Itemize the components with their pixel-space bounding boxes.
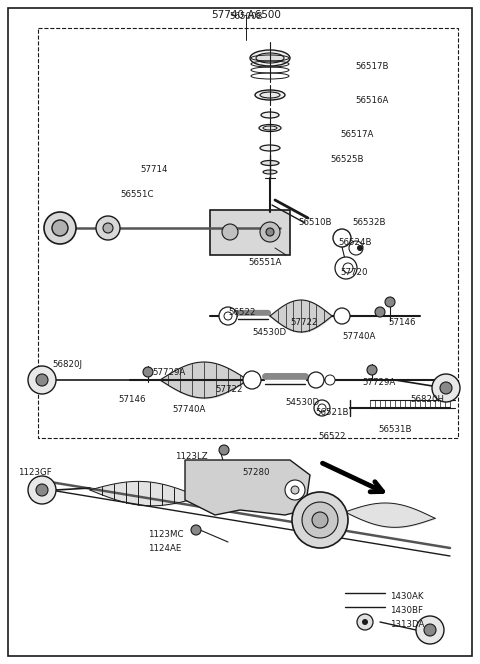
Circle shape <box>302 502 338 538</box>
Ellipse shape <box>263 126 277 130</box>
Bar <box>210 210 290 255</box>
Text: 57722: 57722 <box>290 318 317 327</box>
Ellipse shape <box>256 53 284 63</box>
Ellipse shape <box>255 90 285 100</box>
Ellipse shape <box>263 170 277 174</box>
Circle shape <box>333 229 351 247</box>
Text: 56551C: 56551C <box>120 190 154 199</box>
Circle shape <box>36 374 48 386</box>
Text: 1123LZ: 1123LZ <box>175 452 208 461</box>
Ellipse shape <box>250 50 290 66</box>
Text: 56510B: 56510B <box>298 218 332 227</box>
Text: 56521B: 56521B <box>315 408 348 417</box>
Text: 56820H: 56820H <box>410 395 444 404</box>
Circle shape <box>334 308 350 324</box>
Ellipse shape <box>260 92 280 98</box>
Ellipse shape <box>261 161 279 165</box>
Text: 54530D: 54530D <box>285 398 319 407</box>
Circle shape <box>222 224 238 240</box>
Text: 56500B: 56500B <box>229 12 263 21</box>
Circle shape <box>266 228 274 236</box>
Text: 57740A: 57740A <box>172 405 205 414</box>
Text: 56525B: 56525B <box>330 155 363 164</box>
Ellipse shape <box>259 125 281 131</box>
Text: 56551A: 56551A <box>248 258 281 267</box>
Circle shape <box>335 257 357 279</box>
Text: 57729A: 57729A <box>152 368 185 377</box>
Polygon shape <box>185 460 310 515</box>
Circle shape <box>375 307 385 317</box>
Circle shape <box>385 297 395 307</box>
Circle shape <box>314 400 330 416</box>
Text: 57740-A6500: 57740-A6500 <box>211 10 281 20</box>
Circle shape <box>318 404 326 412</box>
Text: 1123MC: 1123MC <box>148 530 183 539</box>
Text: 57720: 57720 <box>340 268 368 277</box>
Bar <box>205 465 265 477</box>
Text: 56524B: 56524B <box>338 238 372 247</box>
Circle shape <box>96 216 120 240</box>
Circle shape <box>416 616 444 644</box>
Text: 56820J: 56820J <box>52 360 82 369</box>
Circle shape <box>367 365 377 375</box>
Text: 56531B: 56531B <box>378 425 411 434</box>
Circle shape <box>143 367 153 377</box>
Circle shape <box>28 476 56 504</box>
Text: 56532B: 56532B <box>352 218 385 227</box>
Text: 56522: 56522 <box>318 432 346 441</box>
Circle shape <box>432 374 460 402</box>
Text: 1430AK: 1430AK <box>390 592 423 601</box>
Circle shape <box>357 614 373 630</box>
Text: 57280: 57280 <box>242 468 269 477</box>
Circle shape <box>325 375 335 385</box>
Text: 1123GF: 1123GF <box>18 468 52 477</box>
Circle shape <box>28 366 56 394</box>
Circle shape <box>36 484 48 496</box>
Circle shape <box>357 245 363 251</box>
Circle shape <box>224 312 232 320</box>
Text: 57714: 57714 <box>140 165 168 174</box>
Circle shape <box>260 222 280 242</box>
Circle shape <box>44 212 76 244</box>
Circle shape <box>291 486 299 494</box>
Circle shape <box>343 263 353 273</box>
Text: 54530D: 54530D <box>252 328 286 337</box>
Text: 57729A: 57729A <box>362 378 395 387</box>
Text: 1313DA: 1313DA <box>390 620 424 629</box>
Circle shape <box>52 220 68 236</box>
Text: 57146: 57146 <box>118 395 145 404</box>
Text: 56517A: 56517A <box>340 130 373 139</box>
Circle shape <box>312 512 328 528</box>
Text: 57146: 57146 <box>388 318 416 327</box>
Text: 1430BF: 1430BF <box>390 606 423 615</box>
Text: 56516A: 56516A <box>355 96 388 105</box>
Circle shape <box>191 525 201 535</box>
Circle shape <box>440 382 452 394</box>
Text: 56522: 56522 <box>228 308 255 317</box>
Circle shape <box>285 480 305 500</box>
Circle shape <box>308 372 324 388</box>
Ellipse shape <box>261 112 279 118</box>
Circle shape <box>292 492 348 548</box>
Circle shape <box>103 223 113 233</box>
Circle shape <box>243 371 261 389</box>
Circle shape <box>424 624 436 636</box>
Circle shape <box>349 241 363 255</box>
Bar <box>38 28 458 438</box>
Circle shape <box>362 619 368 625</box>
Text: 1124AE: 1124AE <box>148 544 181 553</box>
Circle shape <box>219 307 237 325</box>
Ellipse shape <box>260 145 280 151</box>
Text: 56517B: 56517B <box>355 62 388 71</box>
Text: 57722: 57722 <box>215 385 242 394</box>
Bar <box>205 480 265 490</box>
Text: 57740A: 57740A <box>342 332 375 341</box>
Circle shape <box>219 445 229 455</box>
